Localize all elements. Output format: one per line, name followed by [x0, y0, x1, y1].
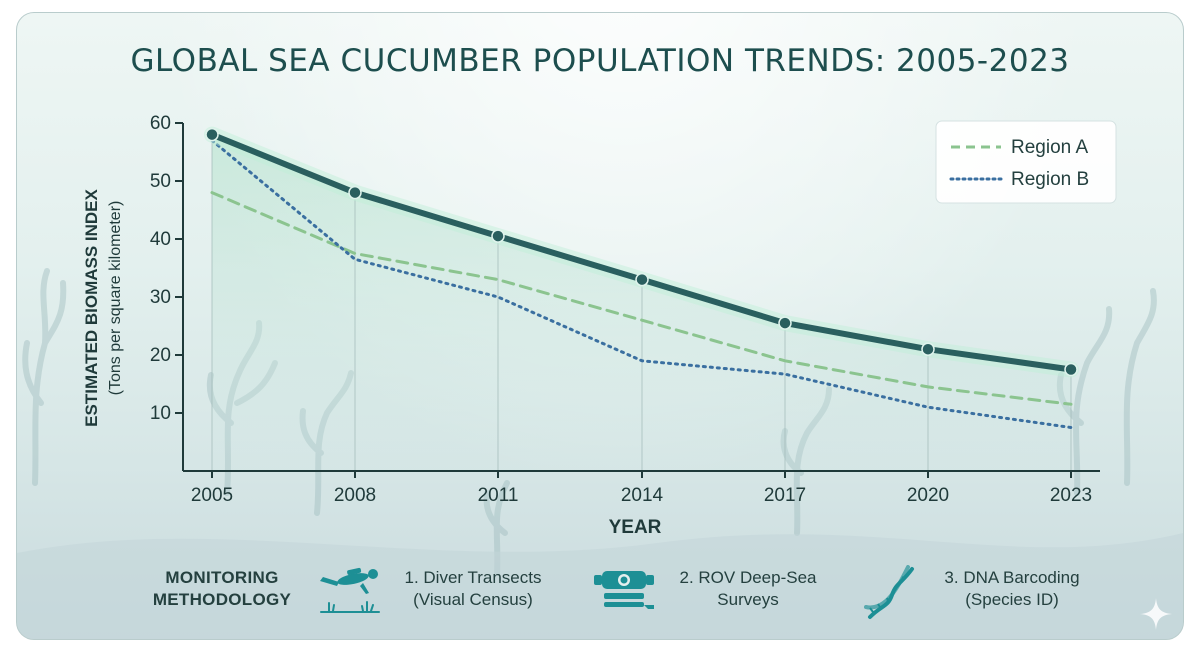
x-tick-label: 2008	[334, 485, 376, 506]
seabed-shape	[17, 533, 1183, 639]
y-axis-label: ESTIMATED BIOMASS INDEX	[82, 188, 101, 426]
axis-labels: YEAR ESTIMATED BIOMASS INDEX (Tons per s…	[82, 188, 662, 538]
methodology-label-line2: METHODOLOGY	[152, 590, 292, 609]
line-chart: 10 20 30 40 50 60 2005 2008 2011 2014 2017 2020 2023…	[17, 113, 1183, 639]
x-tick-label: 2020	[907, 485, 949, 506]
legend-label-region-b: Region B	[1011, 169, 1089, 190]
y-tick-label: 20	[150, 345, 171, 366]
series-line-region-a	[210, 191, 1073, 406]
data-point	[778, 316, 792, 330]
methodology-footer: MONITORING METHODOLOGY 1. Diver Transect…	[17, 565, 1183, 635]
x-tick-label: 2017	[764, 485, 806, 506]
data-point	[491, 229, 505, 243]
legend: Region A Region B	[935, 120, 1117, 204]
legend-label-region-a: Region A	[1011, 137, 1088, 158]
chart-card: GLOBAL SEA CUCUMBER POPULATION TRENDS: 2…	[16, 12, 1184, 640]
diver-icon	[320, 567, 380, 613]
vertical-gridlines	[211, 134, 1072, 471]
x-tick-label: 2014	[621, 485, 664, 506]
method-3-line2: (Species ID)	[965, 590, 1059, 609]
sparkle-icon	[1140, 598, 1172, 630]
dna-icon	[864, 565, 914, 619]
y-tick-label: 30	[150, 287, 171, 308]
y-tick-label: 10	[150, 403, 171, 424]
axes: 10 20 30 40 50 60 2005 2008 2011 2014 2017 2020 2023	[150, 113, 1100, 506]
x-tick-label: 2005	[191, 485, 233, 506]
rov-icon	[594, 571, 654, 609]
x-tick-label: 2011	[478, 485, 519, 506]
data-point	[635, 272, 649, 287]
y-tick-label: 40	[150, 229, 171, 250]
methodology-label-line1: MONITORING	[165, 568, 279, 587]
data-point	[348, 185, 362, 200]
method-3-line1: 3. DNA Barcoding	[944, 568, 1080, 587]
y-axis-sublabel: (Tons per square kilometer)	[107, 201, 124, 396]
methodology-label: MONITORING METHODOLOGY	[137, 567, 307, 611]
method-1-line2: (Visual Census)	[413, 590, 533, 609]
method-2-line1: 2. ROV Deep-Sea	[679, 568, 817, 587]
series-layer	[204, 126, 1079, 429]
coral-shape	[1056, 288, 1157, 496]
x-axis-label: YEAR	[609, 517, 662, 538]
data-point	[921, 342, 935, 356]
data-point	[1064, 362, 1078, 377]
method-2-line2: Surveys	[717, 590, 779, 609]
x-tick-label: 2023	[1050, 485, 1092, 506]
legend-box	[935, 120, 1117, 204]
data-point	[205, 127, 219, 142]
chart-title: GLOBAL SEA CUCUMBER POPULATION TRENDS: 2…	[130, 43, 1070, 79]
y-tick-label: 60	[150, 113, 171, 134]
coral-shape	[22, 268, 67, 486]
y-tick-label: 50	[150, 171, 171, 192]
series-line-region-b	[210, 138, 1073, 429]
method-1-line1: 1. Diver Transects	[404, 568, 542, 587]
